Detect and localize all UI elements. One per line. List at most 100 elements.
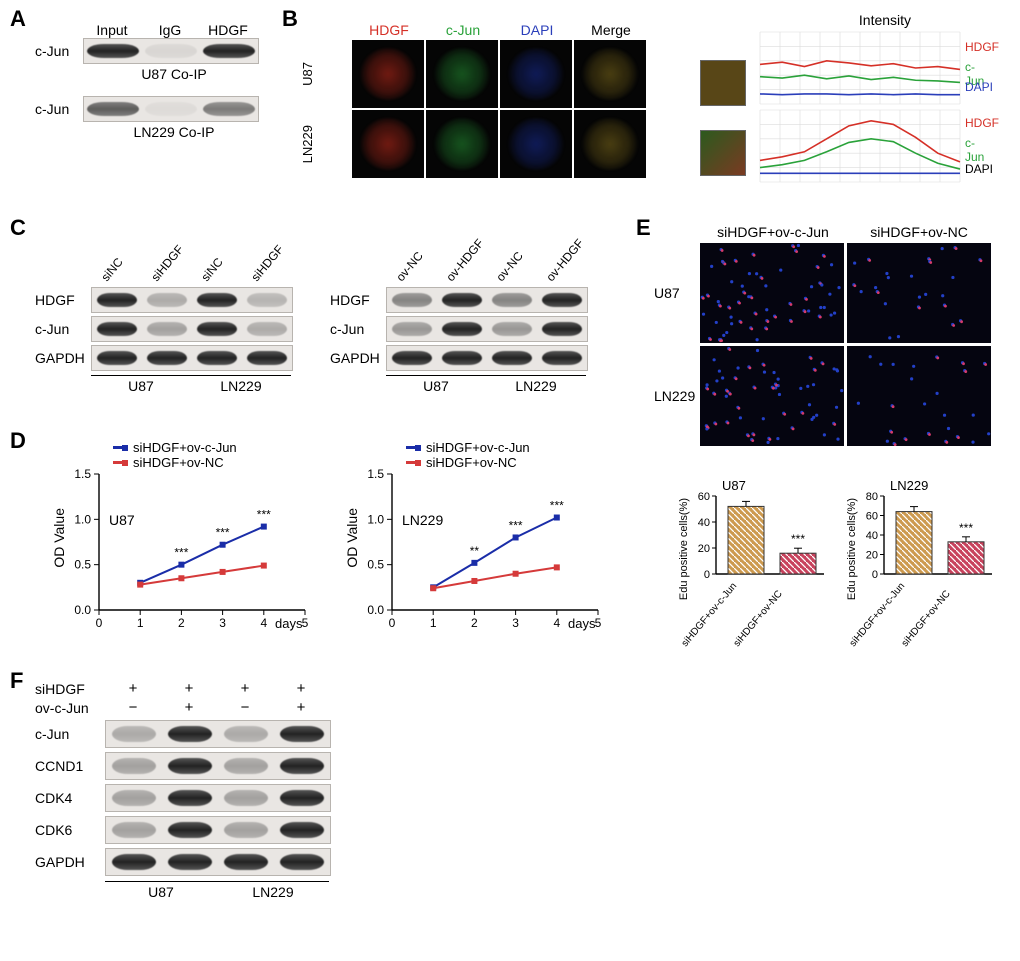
- western-blot: [91, 287, 293, 313]
- row-header: U87: [300, 62, 320, 86]
- trace-label: HDGF: [965, 116, 999, 130]
- svg-text:4: 4: [260, 616, 267, 630]
- col-header: HDGF: [352, 22, 426, 38]
- svg-text:0.0: 0.0: [74, 603, 91, 617]
- intensity-plot-u87: HDGF c-Jun DAPI: [760, 32, 960, 104]
- panel-label-d: D: [10, 428, 26, 454]
- chart-title: LN229: [890, 478, 928, 493]
- intensity-plot-ln229: HDGF c-Jun DAPI: [760, 110, 960, 182]
- svg-text:***: ***: [174, 546, 188, 560]
- col-header: c-Jun: [426, 22, 500, 38]
- svg-text:0.5: 0.5: [367, 558, 384, 572]
- condition-value: −: [217, 699, 273, 716]
- svg-text:3: 3: [512, 616, 519, 630]
- svg-text:20: 20: [866, 550, 878, 562]
- svg-text:2: 2: [471, 616, 478, 630]
- svg-text:0: 0: [704, 569, 710, 581]
- svg-text:40: 40: [866, 530, 878, 542]
- svg-text:4: 4: [553, 616, 560, 630]
- svg-text:***: ***: [509, 518, 523, 532]
- western-blot: [83, 38, 259, 64]
- legend: siHDGF+ov-c-JunsiHDGF+ov-NC: [406, 440, 530, 470]
- panel-label-b: B: [282, 6, 298, 32]
- svg-text:***: ***: [959, 521, 973, 535]
- micrograph: [426, 40, 498, 108]
- svg-text:0: 0: [872, 569, 878, 581]
- micrograph: [574, 110, 646, 178]
- svg-text:1.5: 1.5: [74, 467, 91, 481]
- cell-line-label: U87: [105, 881, 217, 900]
- trace-label: HDGF: [965, 40, 999, 54]
- svg-text:***: ***: [550, 499, 564, 513]
- row-label: c-Jun: [35, 321, 91, 337]
- cell-line-label: LN229: [402, 512, 443, 528]
- svg-text:0.0: 0.0: [367, 603, 384, 617]
- svg-text:5: 5: [595, 616, 602, 630]
- edu-micrograph: [700, 243, 844, 343]
- micrograph: [352, 40, 424, 108]
- row-label: CCND1: [35, 758, 105, 774]
- intensity-svg: [760, 110, 960, 182]
- x-axis-label: days: [275, 616, 302, 631]
- row-label: HDGF: [35, 292, 91, 308]
- western-blot: [91, 316, 293, 342]
- svg-text:40: 40: [698, 517, 710, 529]
- condition-value: +: [273, 680, 329, 697]
- micrograph: [500, 40, 572, 108]
- lane-label: HDGF: [199, 22, 257, 38]
- intensity-title: Intensity: [790, 12, 980, 28]
- col-header: DAPI: [500, 22, 574, 38]
- lane-label: ov-NC: [393, 249, 426, 284]
- condition-value: +: [161, 680, 217, 697]
- row-label: GAPDH: [35, 854, 105, 870]
- zoom-inset: [700, 130, 746, 176]
- cell-line-label: LN229: [217, 881, 329, 900]
- row-header: LN229: [654, 388, 700, 404]
- svg-text:3: 3: [219, 616, 226, 630]
- col-header: Merge: [574, 22, 648, 38]
- lane-label: ov-HDGF: [443, 236, 486, 284]
- micrograph: [426, 110, 498, 178]
- chart-svg: 0123450.00.51.01.5********: [348, 440, 608, 640]
- lane-label: Input: [83, 22, 141, 38]
- panel-b: HDGF c-Jun DAPI Merge U87 LN229: [300, 22, 648, 178]
- y-axis-label: OD Value: [344, 508, 360, 568]
- panel-a: Input IgG HDGF c-Jun U87 Co-IP c-Jun LN2…: [35, 22, 265, 140]
- western-blot: [91, 345, 293, 371]
- panel-label-e: E: [636, 215, 651, 241]
- western-blot: [105, 784, 331, 812]
- edu-micrograph: [847, 243, 991, 343]
- cell-line-label: LN229: [191, 375, 291, 394]
- svg-text:0: 0: [96, 616, 103, 630]
- western-blot: [105, 816, 331, 844]
- row-label: GAPDH: [330, 350, 386, 366]
- micrograph: [352, 110, 424, 178]
- svg-text:0.5: 0.5: [74, 558, 91, 572]
- row-label: CDK4: [35, 790, 105, 806]
- cell-line-label: LN229: [486, 375, 586, 394]
- row-header: LN229: [300, 125, 320, 163]
- row-label: HDGF: [330, 292, 386, 308]
- svg-text:1.0: 1.0: [367, 512, 384, 526]
- coip-caption: LN229 Co-IP: [83, 124, 265, 140]
- panel-label-f: F: [10, 668, 23, 694]
- svg-text:***: ***: [791, 532, 805, 546]
- trace-label: c-Jun: [965, 136, 984, 164]
- lane-label: siHDGF: [248, 242, 286, 284]
- coip-caption: U87 Co-IP: [83, 66, 265, 82]
- svg-text:1: 1: [137, 616, 144, 630]
- svg-text:2: 2: [178, 616, 185, 630]
- svg-text:5: 5: [302, 616, 309, 630]
- col-header: siHDGF+ov-c-Jun: [700, 224, 846, 240]
- chart-title: U87: [722, 478, 746, 493]
- y-axis-label: Edu positive cells(%): [846, 498, 858, 600]
- y-axis-label: OD Value: [51, 508, 67, 568]
- micrograph: [574, 40, 646, 108]
- row-label: c-Jun: [330, 321, 386, 337]
- western-blot: [83, 96, 259, 122]
- condition-value: +: [273, 699, 329, 716]
- row-label: c-Jun: [35, 43, 83, 59]
- lane-label: siNC: [198, 255, 225, 284]
- row-label: c-Jun: [35, 726, 105, 742]
- condition-value: +: [161, 699, 217, 716]
